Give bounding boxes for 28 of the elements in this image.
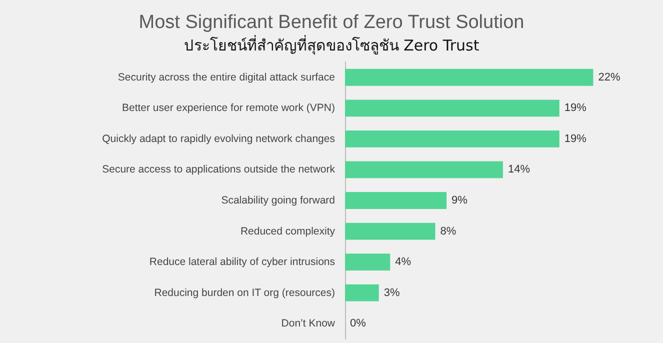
y-tick-label: Reduced complexity bbox=[240, 225, 336, 238]
bar bbox=[345, 222, 436, 240]
data-label: 19% bbox=[564, 132, 587, 145]
data-label: 3% bbox=[384, 286, 400, 299]
y-tick-label: Don’t Know bbox=[281, 318, 336, 330]
data-label: 4% bbox=[395, 256, 412, 268]
bar bbox=[345, 68, 594, 86]
chart-title: Most Significant Benefit of Zero Trust Solution bbox=[138, 12, 524, 33]
chart-subtitle: ประโยชน์ที่สำคัญที่สุดของโซลูชัน Zero Trust bbox=[184, 34, 480, 56]
data-label: 19% bbox=[564, 102, 587, 114]
bar bbox=[345, 284, 379, 302]
bar bbox=[345, 100, 560, 117]
y-tick-label: Scalability going forward bbox=[221, 194, 336, 206]
y-tick-label: Quickly adapt to rapidly evolving network changes bbox=[102, 132, 335, 145]
y-tick-label: Better user experience for remote work (VPN) bbox=[122, 102, 335, 114]
y-tick-label: Reducing burden on IT org (resources) bbox=[154, 286, 335, 299]
bar bbox=[345, 254, 390, 271]
data-label: 9% bbox=[452, 194, 468, 206]
data-label: 0% bbox=[350, 318, 366, 330]
data-label: 14% bbox=[508, 164, 530, 176]
bar bbox=[345, 130, 560, 148]
y-tick-label: Security across the entire digital attack surface bbox=[118, 71, 336, 84]
data-label: 22% bbox=[598, 71, 620, 84]
bar bbox=[345, 192, 447, 209]
y-tick-label: Reduce lateral ability of cyber intrusions bbox=[149, 256, 335, 268]
bar bbox=[345, 161, 503, 178]
data-label: 8% bbox=[440, 225, 456, 238]
y-tick-label: Secure access to applications outside the network bbox=[102, 164, 336, 176]
